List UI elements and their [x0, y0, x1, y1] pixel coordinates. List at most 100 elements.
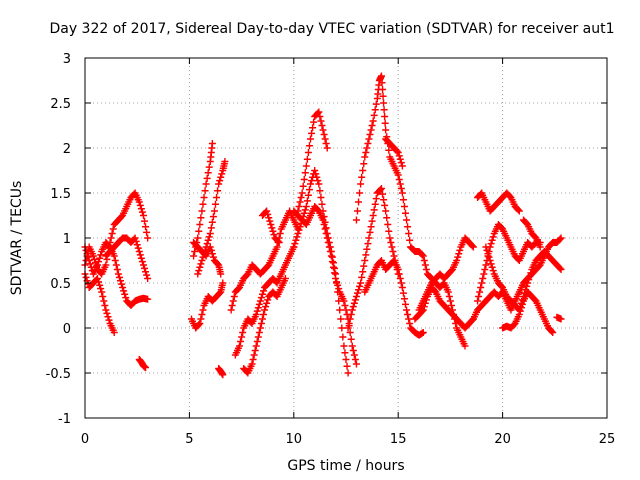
data-point-marker — [549, 329, 557, 336]
data-point-marker — [360, 160, 368, 168]
data-point-marker — [298, 189, 306, 197]
data-point-marker — [444, 288, 452, 296]
data-point-marker — [386, 234, 394, 242]
data-point-marker — [268, 224, 276, 232]
data-point-marker — [207, 224, 215, 232]
data-point-marker — [332, 275, 340, 282]
data-point-marker — [477, 284, 485, 291]
data-point-marker — [345, 320, 353, 327]
series-trace-s — [352, 72, 415, 251]
data-point-marker — [307, 180, 315, 188]
data-point-marker — [132, 237, 140, 245]
data-point-marker — [208, 218, 216, 226]
y-tick-label: 2 — [63, 142, 71, 157]
data-point-marker — [514, 206, 522, 214]
data-point-marker — [191, 248, 199, 255]
data-point-marker — [394, 266, 402, 273]
data-point-marker — [483, 246, 491, 254]
data-point-marker — [328, 258, 336, 266]
data-point-marker — [312, 170, 320, 178]
data-point-marker — [114, 270, 122, 278]
data-point-marker — [536, 243, 544, 251]
series-trace-l — [231, 243, 298, 359]
y-tick-labels: -1 -0.5 0 0.5 1 1.5 2 2.5 3 — [46, 52, 71, 427]
data-point-marker — [526, 272, 534, 280]
data-point-marker — [362, 149, 370, 156]
data-point-marker — [143, 271, 151, 279]
data-point-marker — [230, 293, 238, 300]
data-point-marker — [250, 351, 258, 359]
data-point-marker — [393, 147, 401, 155]
data-point-marker — [208, 250, 216, 258]
data-point-marker — [141, 264, 149, 272]
data-point-marker — [353, 289, 361, 297]
data-point-marker — [317, 194, 325, 201]
data-point-marker — [363, 245, 371, 253]
data-point-marker — [355, 286, 363, 294]
series-trace-v — [407, 243, 469, 350]
data-point-marker — [486, 257, 494, 264]
data-point-marker — [376, 186, 384, 194]
data-point-marker — [252, 342, 260, 350]
data-point-marker — [318, 200, 326, 208]
data-point-marker — [340, 342, 348, 350]
data-point-marker — [254, 333, 262, 341]
x-tick-label: 15 — [390, 432, 407, 447]
data-point-marker — [315, 108, 323, 116]
y-tick-label: 1.5 — [50, 187, 71, 202]
data-point-marker — [138, 258, 146, 266]
data-point-marker — [342, 306, 350, 314]
data-point-marker — [367, 223, 375, 231]
data-point-marker — [351, 296, 359, 304]
series-trace-j — [215, 365, 227, 379]
data-point-marker — [281, 275, 289, 282]
data-point-marker — [422, 266, 430, 273]
data-point-marker — [399, 289, 407, 297]
data-point-marker — [358, 273, 366, 281]
data-point-marker — [385, 227, 393, 235]
data-point-marker — [315, 180, 323, 188]
data-point-marker — [403, 216, 411, 224]
data-point-marker — [311, 167, 319, 174]
data-point-marker — [219, 371, 227, 379]
data-point-marker — [82, 273, 90, 281]
data-point-marker — [484, 250, 492, 258]
data-point-marker — [260, 311, 268, 318]
data-point-marker — [398, 189, 406, 197]
data-point-marker — [363, 144, 371, 152]
data-point-marker — [346, 329, 354, 336]
chart-title: Day 322 of 2017, Sidereal Day-to-day VTE… — [49, 21, 614, 37]
data-point-marker — [377, 185, 385, 192]
data-point-marker — [204, 236, 212, 244]
data-point-marker — [323, 144, 331, 152]
data-point-marker — [217, 270, 225, 278]
y-tick-label: 0 — [63, 322, 71, 337]
data-point-marker — [142, 364, 150, 372]
data-point-marker — [101, 302, 109, 309]
data-point-marker — [482, 243, 490, 251]
data-point-marker — [379, 190, 387, 198]
series-trace-p — [294, 108, 331, 215]
data-point-marker — [324, 239, 332, 246]
data-point-marker — [321, 225, 329, 233]
data-point-marker — [357, 180, 365, 188]
data-point-marker — [135, 248, 143, 255]
data-point-marker — [236, 342, 244, 350]
data-point-marker — [420, 303, 428, 311]
data-point-marker — [293, 233, 301, 241]
data-point-marker — [258, 315, 266, 323]
data-point-marker — [308, 177, 316, 185]
series-trace-t — [361, 257, 427, 339]
data-point-marker — [350, 299, 358, 307]
data-point-marker — [368, 122, 376, 129]
data-point-marker — [487, 240, 495, 248]
data-point-marker — [405, 230, 413, 237]
data-point-marker — [144, 275, 152, 282]
data-point-marker — [365, 135, 373, 143]
data-point-marker — [406, 236, 414, 244]
data-point-marker — [384, 221, 392, 228]
data-point-marker — [111, 257, 119, 264]
data-point-marker — [143, 228, 151, 236]
data-point-marker — [112, 261, 120, 269]
data-point-marker — [215, 180, 223, 188]
